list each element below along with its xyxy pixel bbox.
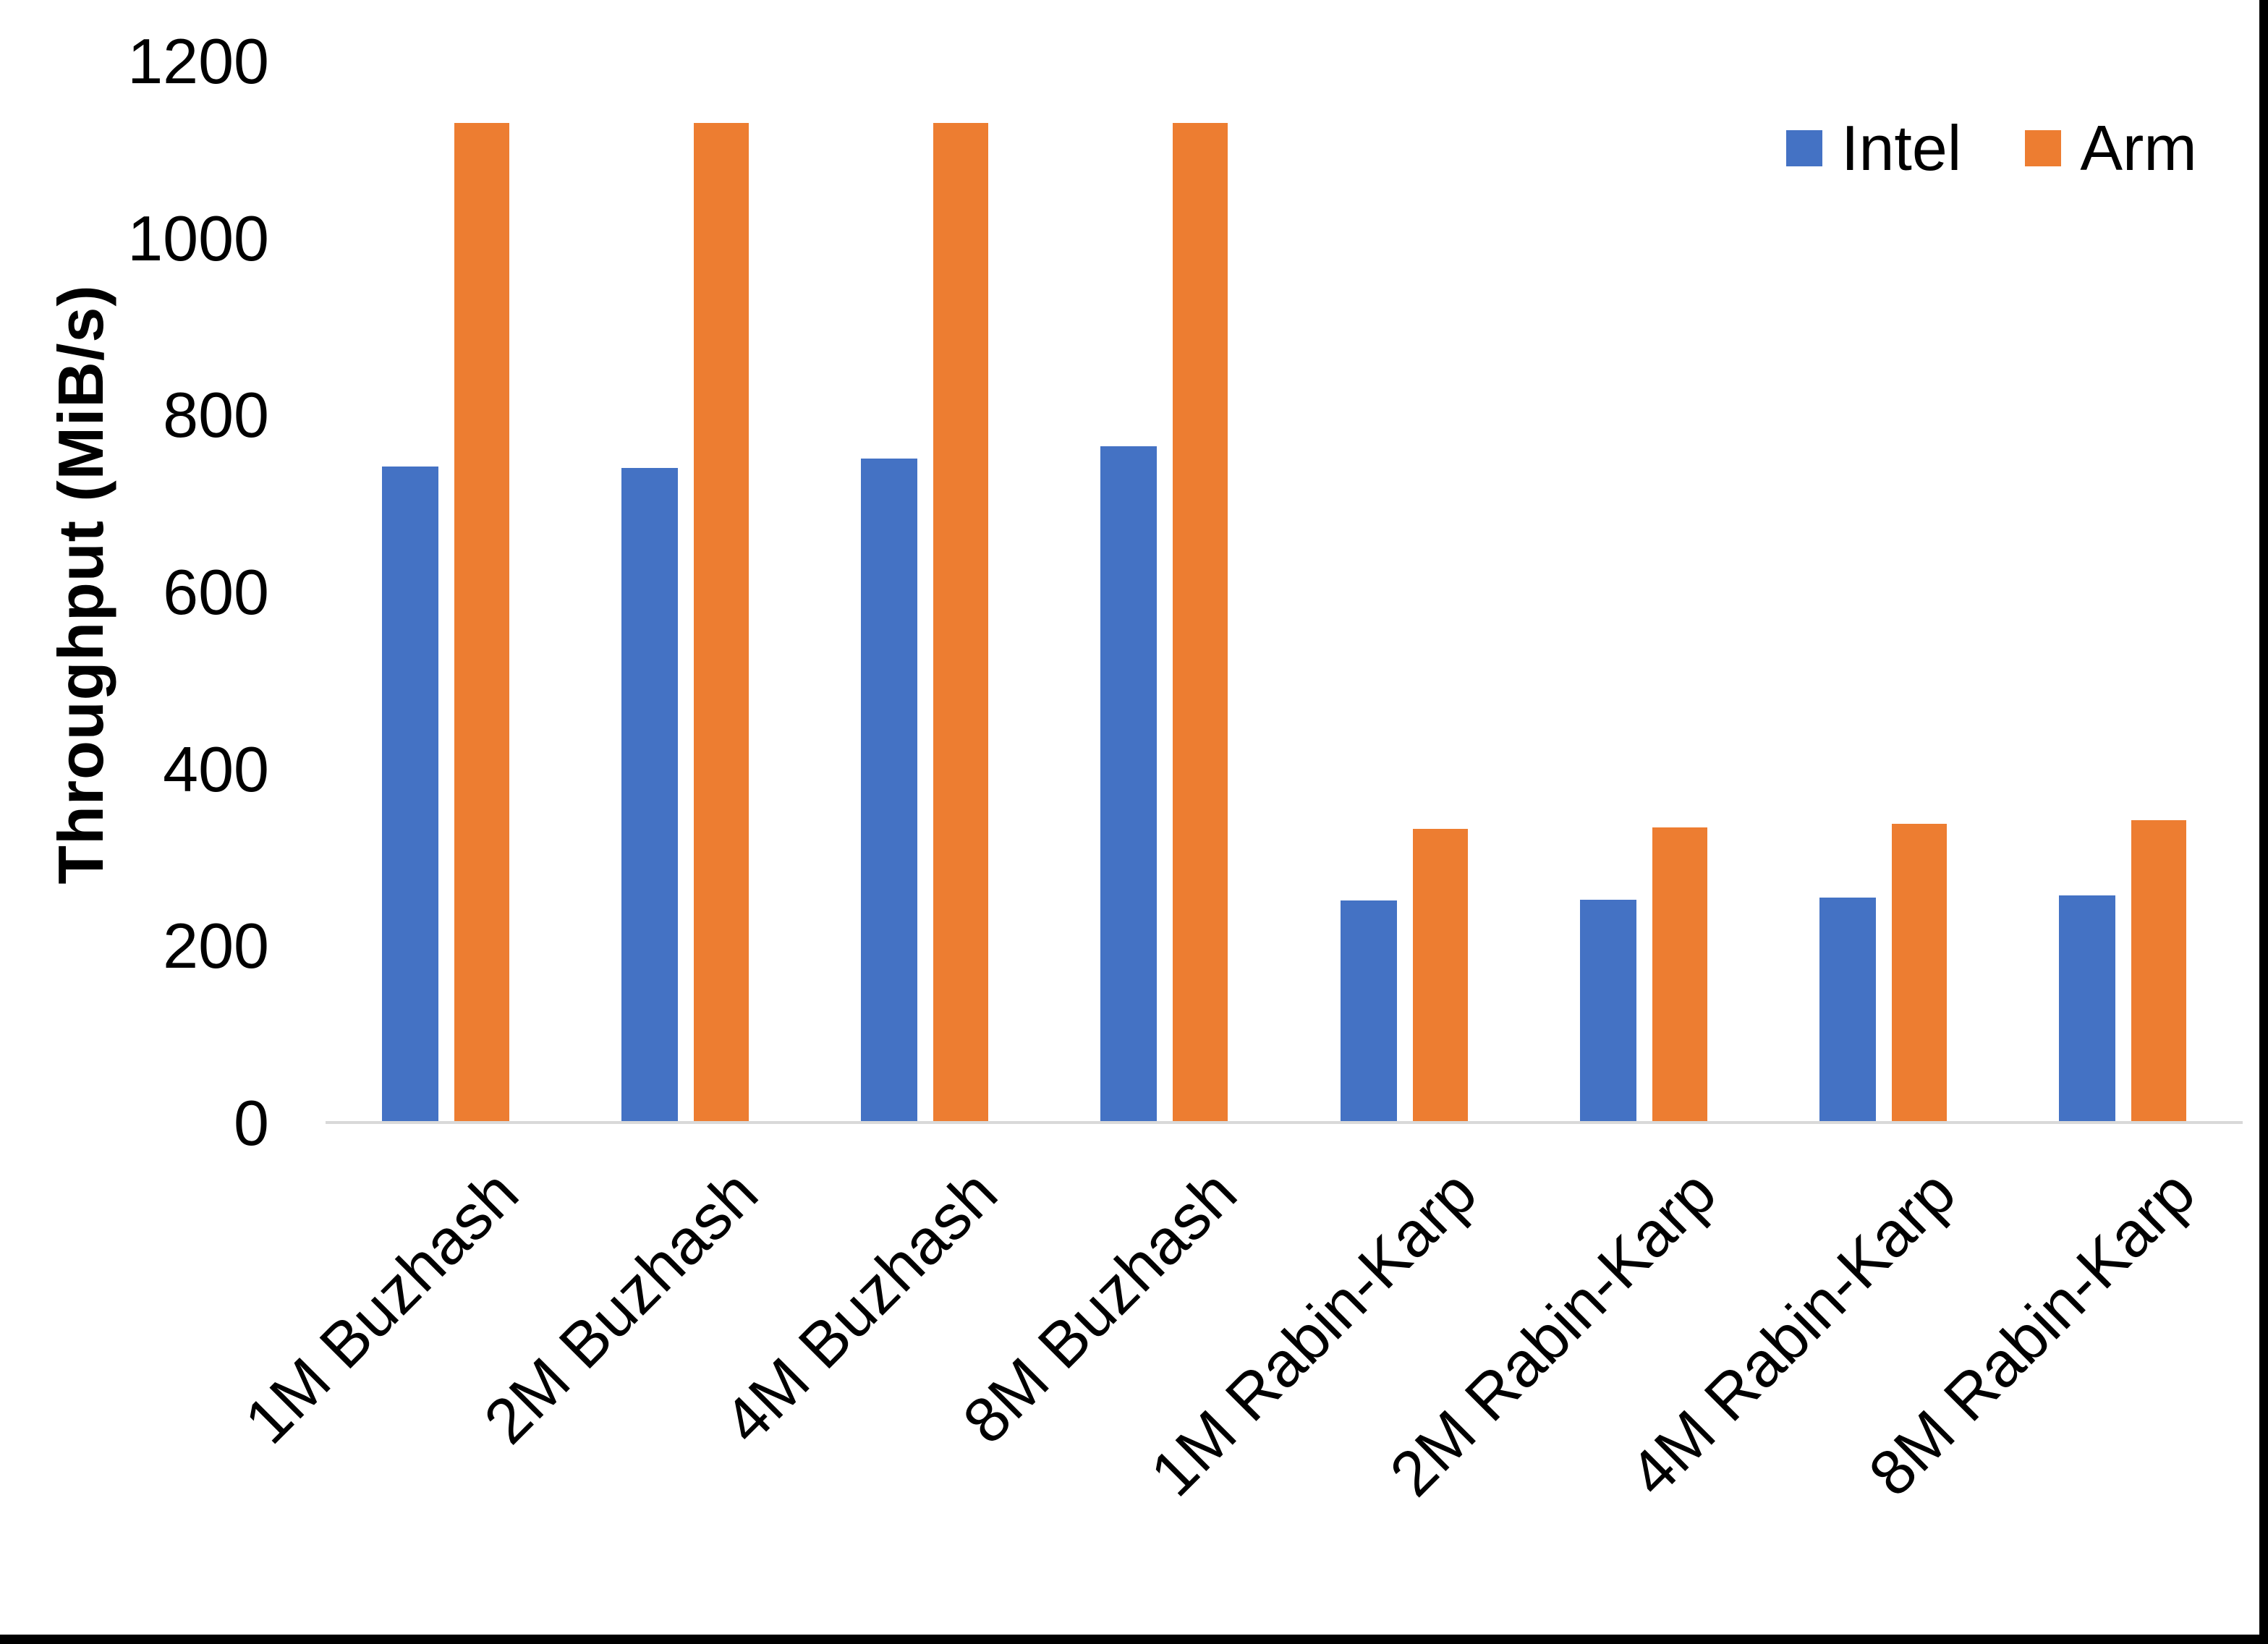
- legend-item-arm: Arm: [2025, 112, 2197, 184]
- y-tick-label-200: 200: [163, 910, 269, 981]
- screenshot-right-edge: [2259, 0, 2268, 1644]
- bar-intel-8m-rabin-karp: [2059, 895, 2115, 1121]
- y-tick-label-600: 600: [163, 556, 269, 628]
- bar-arm-8m-buzhash: [1173, 123, 1228, 1121]
- bar-intel-4m-rabin-karp: [1819, 898, 1876, 1121]
- legend-item-intel: Intel: [1786, 114, 1961, 182]
- bar-arm-4m-rabin-karp: [1892, 824, 1947, 1121]
- bar-arm-8m-rabin-karp: [2131, 820, 2186, 1121]
- bar-intel-2m-buzhash: [621, 468, 678, 1121]
- arm-series-swatch: [2025, 130, 2062, 166]
- y-tick-label-800: 800: [163, 379, 269, 451]
- bar-arm-4m-buzhash: [933, 123, 988, 1121]
- bar-arm-1m-buzhash: [454, 123, 509, 1121]
- y-tick-label-400: 400: [163, 733, 269, 805]
- intel-series-label: Intel: [1841, 112, 1962, 184]
- bar-intel-1m-rabin-karp: [1341, 900, 1397, 1121]
- bar-arm-2m-rabin-karp: [1652, 827, 1707, 1121]
- arm-series-label: Arm: [2080, 112, 2197, 184]
- screenshot-bottom-edge: [0, 1635, 2268, 1644]
- y-tick-label-0: 0: [234, 1087, 269, 1159]
- bar-arm-1m-rabin-karp: [1413, 829, 1468, 1121]
- bar-intel-8m-buzhash: [1100, 446, 1157, 1121]
- bar-intel-2m-rabin-karp: [1580, 900, 1636, 1121]
- legend: Intel Arm: [1786, 114, 2197, 182]
- bar-arm-2m-buzhash: [694, 123, 749, 1121]
- bar-intel-4m-buzhash: [861, 459, 917, 1121]
- intel-series-swatch: [1786, 130, 1822, 166]
- y-tick-label-1200: 1200: [127, 25, 269, 97]
- x-axis-line: [326, 1121, 2243, 1124]
- y-tick-label-1000: 1000: [127, 203, 269, 274]
- bar-intel-1m-buzhash: [382, 467, 438, 1121]
